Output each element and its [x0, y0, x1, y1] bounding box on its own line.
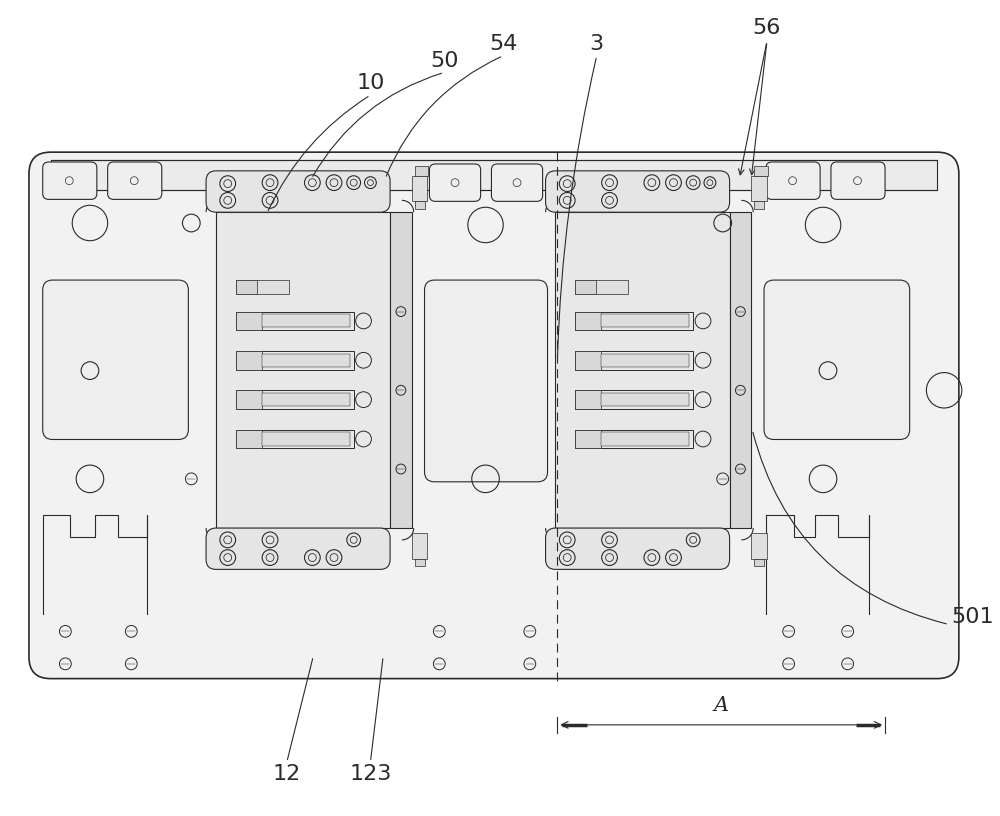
Bar — [236, 390, 354, 409]
Bar — [262, 432, 350, 446]
Bar — [751, 175, 767, 202]
Bar — [601, 393, 689, 406]
Bar — [236, 430, 354, 448]
Bar — [390, 212, 412, 528]
Bar — [754, 202, 764, 209]
FancyBboxPatch shape — [425, 280, 548, 481]
Bar — [601, 432, 689, 446]
Bar — [262, 353, 350, 367]
Bar — [601, 353, 689, 367]
Bar — [575, 351, 601, 370]
FancyBboxPatch shape — [491, 164, 543, 202]
Bar — [216, 212, 390, 528]
FancyBboxPatch shape — [43, 280, 188, 440]
FancyBboxPatch shape — [764, 280, 910, 440]
FancyBboxPatch shape — [108, 162, 162, 199]
Bar — [51, 160, 937, 189]
Bar — [575, 280, 628, 294]
Bar — [575, 312, 693, 330]
Bar — [236, 390, 262, 409]
Text: 50: 50 — [430, 51, 458, 71]
Bar — [236, 351, 262, 370]
Bar — [575, 390, 601, 409]
Bar — [575, 430, 693, 448]
Bar — [412, 533, 427, 559]
FancyBboxPatch shape — [29, 152, 959, 679]
Text: 501: 501 — [951, 606, 994, 627]
Bar — [415, 559, 425, 566]
FancyBboxPatch shape — [766, 162, 820, 199]
Text: 3: 3 — [590, 34, 604, 54]
FancyBboxPatch shape — [206, 528, 390, 570]
Bar — [236, 430, 262, 448]
Bar — [751, 533, 767, 559]
Bar — [575, 390, 693, 409]
Bar — [415, 202, 425, 209]
Bar — [754, 166, 768, 175]
Bar — [236, 312, 354, 330]
Bar — [730, 212, 751, 528]
FancyBboxPatch shape — [429, 164, 481, 202]
Bar — [415, 166, 428, 175]
Text: 12: 12 — [273, 764, 301, 784]
Text: 10: 10 — [356, 73, 385, 93]
Bar — [555, 212, 730, 528]
Bar — [236, 351, 354, 370]
Bar — [575, 280, 596, 294]
Bar — [236, 280, 289, 294]
FancyBboxPatch shape — [206, 171, 390, 212]
Bar — [262, 393, 350, 406]
Text: 54: 54 — [489, 34, 517, 54]
FancyBboxPatch shape — [43, 162, 97, 199]
Text: A: A — [714, 696, 729, 715]
FancyBboxPatch shape — [546, 528, 730, 570]
FancyBboxPatch shape — [546, 171, 730, 212]
FancyBboxPatch shape — [831, 162, 885, 199]
Bar — [236, 312, 262, 330]
Bar — [575, 312, 601, 330]
Bar — [236, 280, 257, 294]
Bar — [754, 559, 764, 566]
Bar — [262, 314, 350, 327]
Bar — [601, 314, 689, 327]
Bar — [575, 351, 693, 370]
Bar — [412, 175, 427, 202]
Text: 123: 123 — [349, 764, 392, 784]
Text: 56: 56 — [753, 18, 781, 38]
Bar — [575, 430, 601, 448]
